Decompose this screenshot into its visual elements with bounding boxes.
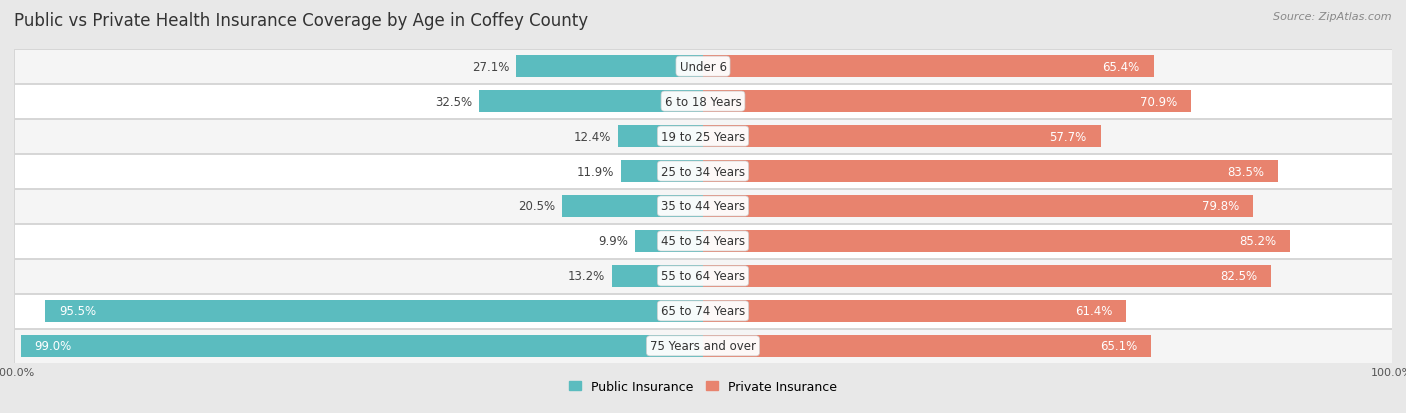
- Text: 45 to 54 Years: 45 to 54 Years: [661, 235, 745, 248]
- Text: 65 to 74 Years: 65 to 74 Years: [661, 305, 745, 318]
- Bar: [703, 266, 1271, 287]
- Bar: [14, 329, 1392, 363]
- Bar: [612, 266, 703, 287]
- Text: Under 6: Under 6: [679, 61, 727, 74]
- Bar: [14, 224, 1392, 259]
- Bar: [14, 190, 1392, 223]
- Bar: [621, 161, 703, 183]
- Bar: [634, 230, 703, 252]
- Text: 6 to 18 Years: 6 to 18 Years: [665, 95, 741, 108]
- Bar: [14, 120, 1392, 154]
- Bar: [703, 300, 1126, 322]
- Text: 99.0%: 99.0%: [35, 339, 72, 352]
- Bar: [45, 300, 703, 322]
- Text: 57.7%: 57.7%: [1049, 130, 1087, 143]
- Text: 61.4%: 61.4%: [1074, 305, 1112, 318]
- Bar: [703, 56, 1153, 78]
- Bar: [703, 230, 1289, 252]
- Bar: [703, 335, 1152, 357]
- Text: 9.9%: 9.9%: [598, 235, 628, 248]
- Text: 32.5%: 32.5%: [434, 95, 472, 108]
- Text: 79.8%: 79.8%: [1202, 200, 1239, 213]
- Text: 55 to 64 Years: 55 to 64 Years: [661, 270, 745, 283]
- Bar: [14, 85, 1392, 119]
- Bar: [703, 91, 1191, 113]
- Text: 11.9%: 11.9%: [576, 165, 614, 178]
- Bar: [479, 91, 703, 113]
- Text: 83.5%: 83.5%: [1227, 165, 1264, 178]
- Text: 35 to 44 Years: 35 to 44 Years: [661, 200, 745, 213]
- Text: 19 to 25 Years: 19 to 25 Years: [661, 130, 745, 143]
- Bar: [14, 154, 1392, 189]
- Text: 20.5%: 20.5%: [517, 200, 555, 213]
- Bar: [21, 335, 703, 357]
- Bar: [703, 196, 1253, 217]
- Bar: [703, 161, 1278, 183]
- Text: 65.1%: 65.1%: [1101, 339, 1137, 352]
- Text: 82.5%: 82.5%: [1220, 270, 1257, 283]
- Bar: [562, 196, 703, 217]
- Text: 85.2%: 85.2%: [1239, 235, 1277, 248]
- Text: 75 Years and over: 75 Years and over: [650, 339, 756, 352]
- Text: 13.2%: 13.2%: [568, 270, 605, 283]
- Bar: [14, 294, 1392, 328]
- Text: 27.1%: 27.1%: [472, 61, 509, 74]
- Text: 70.9%: 70.9%: [1140, 95, 1178, 108]
- Text: 12.4%: 12.4%: [574, 130, 610, 143]
- Bar: [703, 126, 1101, 147]
- Legend: Public Insurance, Private Insurance: Public Insurance, Private Insurance: [564, 375, 842, 398]
- Text: 25 to 34 Years: 25 to 34 Years: [661, 165, 745, 178]
- Bar: [516, 56, 703, 78]
- Bar: [14, 259, 1392, 293]
- Text: Source: ZipAtlas.com: Source: ZipAtlas.com: [1274, 12, 1392, 22]
- Bar: [617, 126, 703, 147]
- Text: 95.5%: 95.5%: [59, 305, 96, 318]
- Text: 65.4%: 65.4%: [1102, 61, 1140, 74]
- Text: Public vs Private Health Insurance Coverage by Age in Coffey County: Public vs Private Health Insurance Cover…: [14, 12, 588, 30]
- Bar: [14, 50, 1392, 84]
